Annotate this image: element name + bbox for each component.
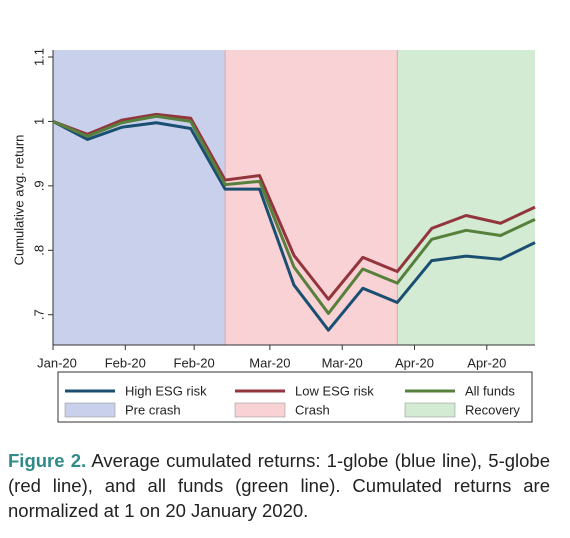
chart: Cumulative avg. return .7 .8 .9 1 1.1 Jan-20 F…: [11, 48, 536, 423]
series-line: [52, 120, 536, 332]
plot-area: [52, 50, 535, 345]
legend-swatch: [404, 402, 456, 418]
y-tick-label: .8: [31, 245, 46, 256]
y-tick-label: .9: [31, 180, 46, 191]
x-tick-label: Apr-20: [467, 355, 506, 370]
series-line: [52, 112, 536, 301]
legend-label: All funds: [465, 383, 515, 398]
y-axis-title: Cumulative avg. return: [11, 135, 26, 266]
legend-swatch: [234, 402, 286, 418]
caption-text: Average cumulated returns: 1-globe (blue…: [8, 450, 550, 521]
region: [53, 50, 226, 345]
legend-label: Low ESG risk: [295, 383, 374, 398]
x-tick-label: Feb-20: [105, 355, 146, 370]
legend-label: Recovery: [465, 402, 520, 417]
caption-label: Figure 2.: [8, 450, 87, 471]
x-tick-label: Feb-20: [174, 355, 215, 370]
caption: Figure 2. Average cumulated returns: 1-g…: [8, 448, 550, 523]
x-tick-label: Apr-20: [395, 355, 434, 370]
y-tick-label: 1.1: [31, 48, 46, 66]
legend-label: High ESG risk: [125, 383, 207, 398]
x-tick-label: Mar-20: [322, 355, 363, 370]
legend-label: Pre crash: [125, 402, 181, 417]
series-line: [52, 114, 536, 315]
y-tick-label: .7: [31, 309, 46, 320]
region: [225, 50, 398, 345]
region: [397, 50, 535, 345]
y-tick-label: 1: [31, 118, 46, 125]
x-tick-label: Jan-20: [37, 355, 77, 370]
x-tick-label: Mar-20: [249, 355, 290, 370]
legend-label: Crash: [295, 402, 330, 417]
legend-swatch: [64, 402, 116, 418]
